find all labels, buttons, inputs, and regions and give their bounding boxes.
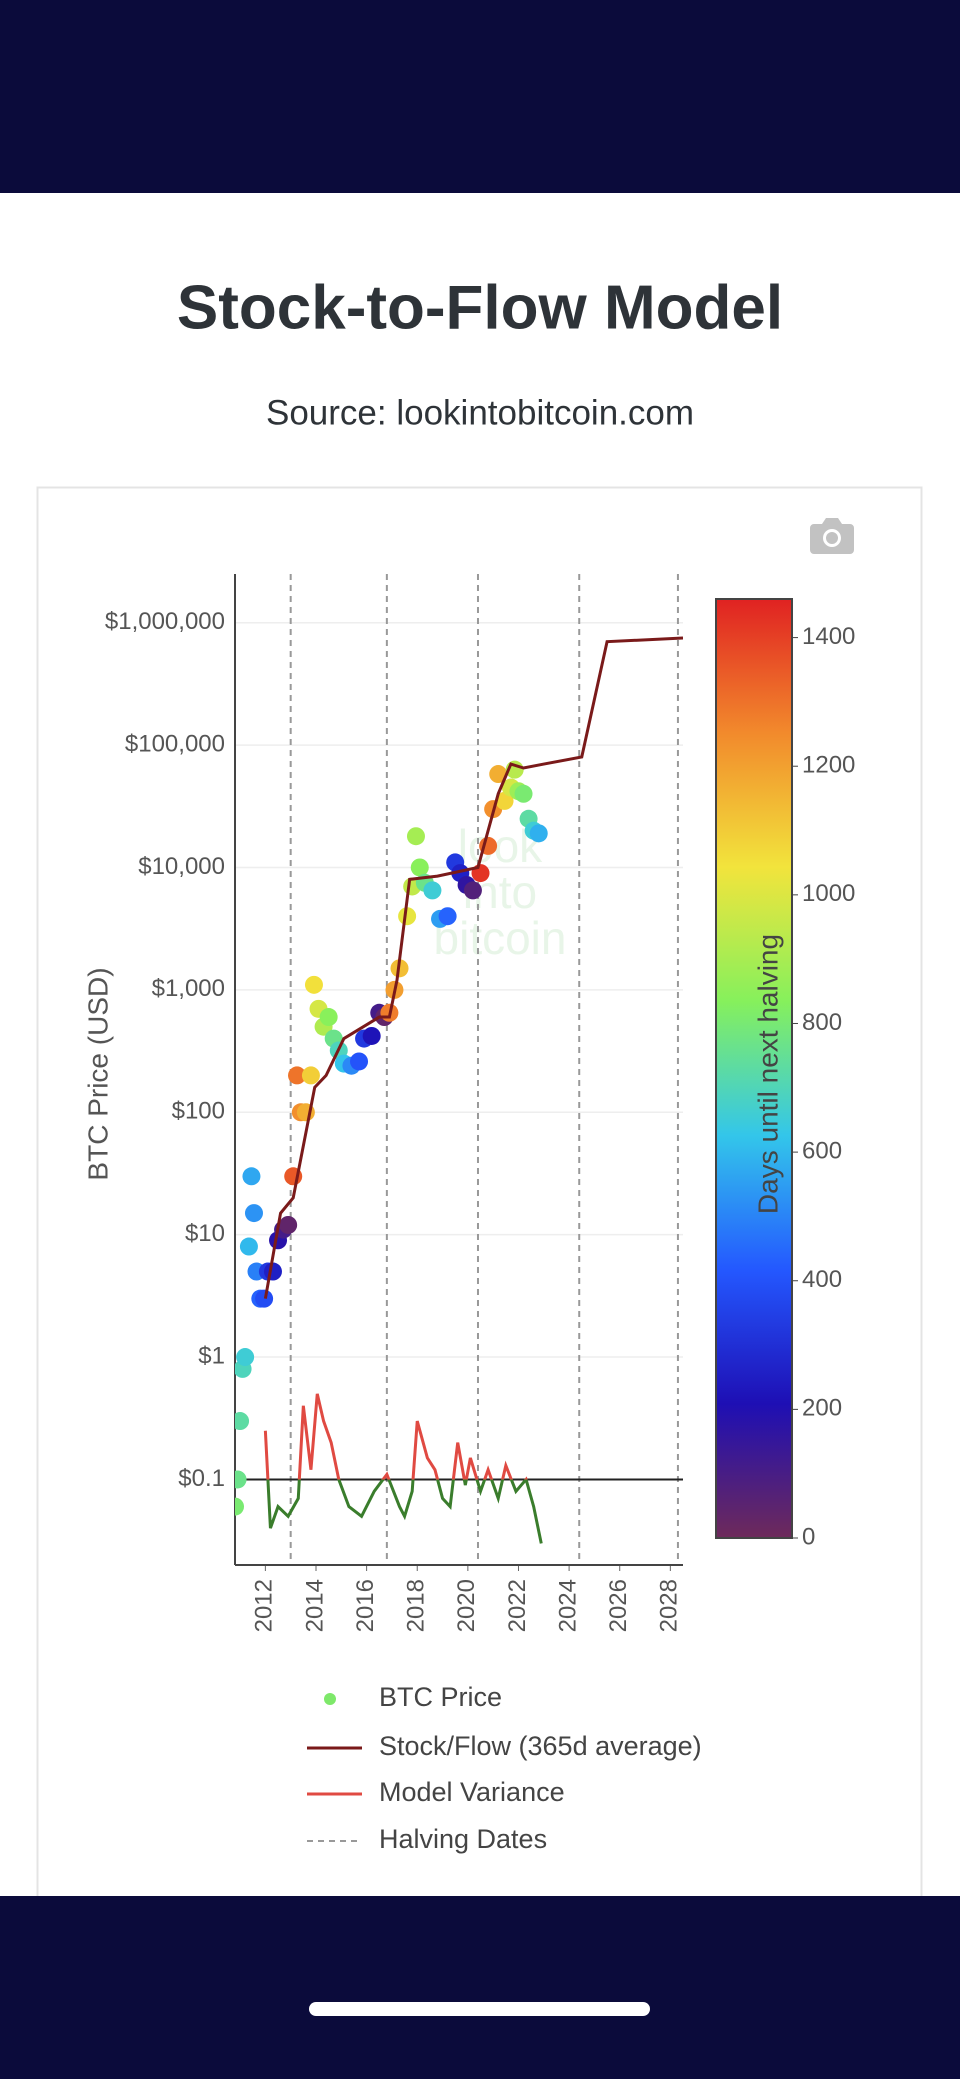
stock-flow-line: [263, 636, 683, 1299]
colorbar-tick-label: 0: [802, 1523, 815, 1550]
colorbar-tick-label: 1200: [802, 752, 855, 779]
price-point: [514, 784, 533, 803]
home-indicator[interactable]: [309, 2002, 650, 2016]
x-tick-label: 2024: [554, 1579, 581, 1632]
price-point: [242, 1167, 261, 1186]
price-point: [423, 881, 442, 900]
y-tick-label: $1,000: [152, 975, 225, 1002]
x-tick-label: 2022: [504, 1579, 531, 1632]
legend-label: Model Variance: [379, 1777, 565, 1807]
price-point: [235, 1497, 244, 1516]
x-tick-label: 2020: [453, 1579, 480, 1632]
price-point: [362, 1026, 381, 1045]
legend-label: BTC Price: [379, 1682, 502, 1712]
price-point: [529, 824, 548, 843]
price-point: [495, 791, 514, 810]
price-point: [244, 1204, 263, 1223]
price-point: [438, 907, 457, 926]
legend-symbol: [324, 1693, 336, 1705]
price-point: [288, 1066, 307, 1085]
price-point: [410, 858, 429, 877]
top-bar: [0, 0, 960, 193]
plot: lookintobitcoin$0.1$1$10$100$1,000$10,00…: [82, 574, 855, 1854]
y-tick-label: $1,000,000: [105, 608, 225, 635]
price-point: [304, 975, 323, 994]
y-tick-label: $1: [198, 1342, 225, 1369]
watermark: bitcoin: [434, 912, 567, 964]
x-tick-label: 2014: [301, 1579, 328, 1632]
price-point: [235, 1412, 250, 1431]
colorbar-tick-label: 200: [802, 1395, 842, 1422]
series-layer: [235, 636, 683, 1544]
colorbar-tick-label: 800: [802, 1009, 842, 1036]
price-point: [301, 1066, 320, 1085]
page-title: Stock-to-Flow Model: [177, 273, 783, 342]
x-tick-label: 2018: [403, 1579, 430, 1632]
price-point: [350, 1052, 369, 1071]
price-point: [406, 827, 425, 846]
x-tick-label: 2026: [605, 1579, 632, 1632]
x-tick-label: 2012: [251, 1579, 278, 1632]
colorbar: [715, 598, 793, 1539]
y-axis-title: BTC Price (USD): [82, 967, 113, 1180]
legend-label: Halving Dates: [379, 1824, 547, 1854]
price-point: [239, 1237, 258, 1256]
colorbar-title: Days until next halving: [752, 934, 783, 1214]
price-point: [463, 881, 482, 900]
x-tick-label: 2016: [352, 1579, 379, 1632]
bottom-bar: [0, 1896, 960, 2079]
colorbar-tick-label: 1000: [802, 880, 855, 907]
price-point: [236, 1348, 255, 1367]
page-subtitle: Source: lookintobitcoin.com: [266, 393, 694, 432]
camera-icon[interactable]: [810, 518, 854, 554]
variance-line: [263, 1393, 543, 1544]
price-point: [489, 765, 508, 784]
y-tick-label: $100,000: [125, 730, 225, 757]
price-point: [279, 1215, 298, 1234]
x-tick-label: 2028: [656, 1579, 683, 1632]
legend-label: Stock/Flow (365d average): [379, 1731, 702, 1761]
colorbar-tick-label: 1400: [802, 623, 855, 650]
y-tick-label: $10: [185, 1220, 225, 1247]
price-point: [398, 907, 417, 926]
price-point: [319, 1008, 338, 1027]
colorbar-tick-label: 600: [802, 1137, 842, 1164]
y-tick-label: $0.1: [178, 1465, 225, 1492]
y-tick-label: $100: [172, 1098, 225, 1125]
y-tick-label: $10,000: [138, 853, 225, 880]
colorbar-tick-label: 400: [802, 1266, 842, 1293]
price-point: [235, 1470, 247, 1489]
price-point: [263, 1262, 282, 1281]
price-point: [255, 1289, 274, 1308]
